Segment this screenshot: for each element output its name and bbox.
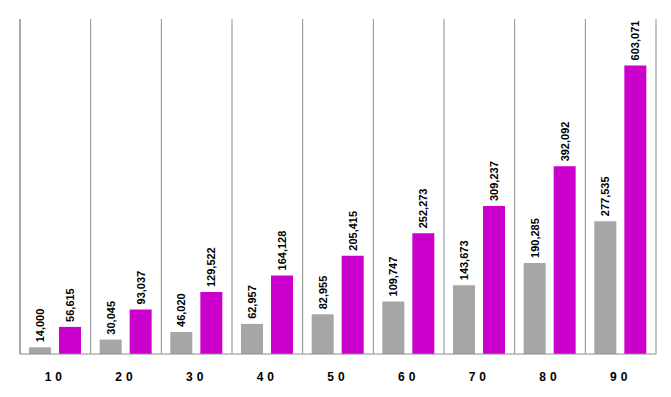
svg-text:93,037: 93,037 — [135, 271, 147, 305]
svg-text:82,955: 82,955 — [317, 276, 329, 310]
svg-text:309,237: 309,237 — [488, 161, 500, 201]
svg-text:10: 10 — [45, 370, 66, 384]
svg-text:46,020: 46,020 — [175, 293, 187, 327]
svg-text:20: 20 — [115, 370, 136, 384]
svg-text:30: 30 — [186, 370, 207, 384]
svg-text:56,615: 56,615 — [64, 288, 76, 322]
svg-text:40: 40 — [257, 370, 278, 384]
svg-text:60: 60 — [398, 370, 419, 384]
svg-text:90: 90 — [610, 370, 631, 384]
svg-text:277,535: 277,535 — [599, 176, 611, 216]
svg-text:205,415: 205,415 — [347, 211, 359, 251]
svg-text:30,045: 30,045 — [105, 301, 117, 335]
svg-text:252,273: 252,273 — [417, 189, 429, 229]
svg-text:14,000: 14,000 — [34, 309, 46, 343]
svg-text:50: 50 — [327, 370, 348, 384]
svg-text:62,957: 62,957 — [246, 285, 258, 319]
svg-text:190,285: 190,285 — [529, 218, 541, 258]
svg-text:164,128: 164,128 — [276, 231, 288, 271]
svg-text:603,071: 603,071 — [629, 21, 641, 61]
svg-text:70: 70 — [469, 370, 490, 384]
svg-text:80: 80 — [539, 370, 560, 384]
svg-text:392,092: 392,092 — [559, 122, 571, 162]
svg-text:109,747: 109,747 — [387, 257, 399, 297]
svg-text:143,673: 143,673 — [458, 240, 470, 280]
svg-text:129,522: 129,522 — [205, 247, 217, 287]
